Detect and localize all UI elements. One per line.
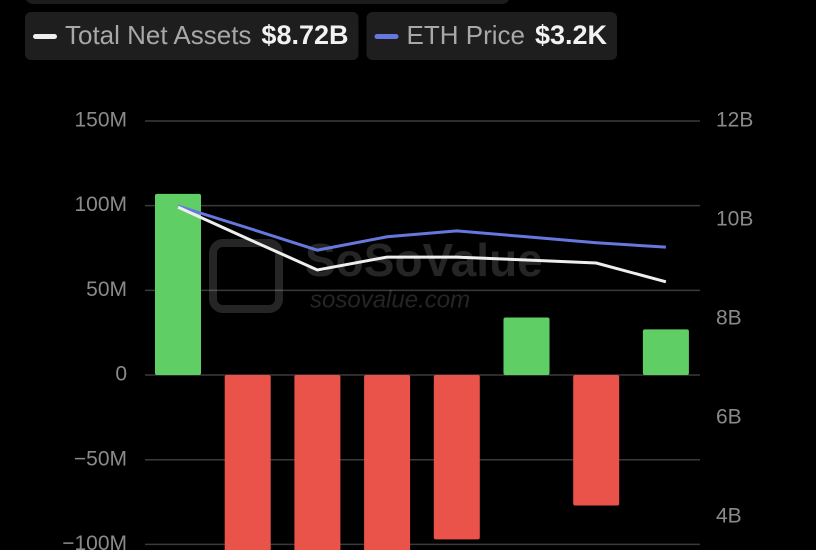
y2-tick-label: 6B bbox=[716, 405, 742, 428]
bar bbox=[642, 329, 689, 376]
legend-item: Total Net Assets $8.72B bbox=[25, 12, 359, 60]
legend-value: $8.72B bbox=[261, 20, 348, 50]
line-series bbox=[177, 205, 667, 284]
bar bbox=[294, 375, 341, 550]
y2-tick-label: 10B bbox=[716, 208, 753, 231]
y2-tick-label: 8B bbox=[716, 306, 742, 329]
line-series bbox=[177, 204, 666, 252]
y-tick-label: −50M bbox=[74, 447, 127, 470]
bar bbox=[433, 375, 480, 540]
bar bbox=[503, 317, 550, 376]
bar bbox=[573, 375, 620, 506]
bar bbox=[364, 375, 411, 550]
bar bbox=[224, 375, 271, 550]
y2-tick-label: 12B bbox=[716, 109, 753, 132]
legend-pill bbox=[25, 12, 359, 60]
legend-pill bbox=[366, 12, 618, 60]
watermark-logo bbox=[209, 239, 283, 313]
y-tick-label: 0 bbox=[115, 363, 127, 386]
y2-tick-label: 4B bbox=[716, 504, 742, 527]
legend-swatch bbox=[374, 34, 399, 39]
y-tick-label: 150M bbox=[74, 109, 127, 132]
legend-name: ETH Price bbox=[407, 20, 525, 50]
legend-swatch bbox=[33, 34, 57, 39]
legend-name: Total Net Assets bbox=[65, 20, 251, 50]
bar bbox=[155, 193, 201, 376]
legend-item: ETH Price $3.2K bbox=[366, 12, 618, 60]
y-tick-label: −100M bbox=[62, 532, 127, 550]
y-tick-label: 50M bbox=[86, 278, 127, 301]
cut-off-panel bbox=[26, 0, 509, 4]
legend-value: $3.2K bbox=[535, 20, 608, 50]
y-tick-label: 100M bbox=[74, 193, 127, 216]
watermark-url: sosovalue.com bbox=[310, 286, 470, 313]
